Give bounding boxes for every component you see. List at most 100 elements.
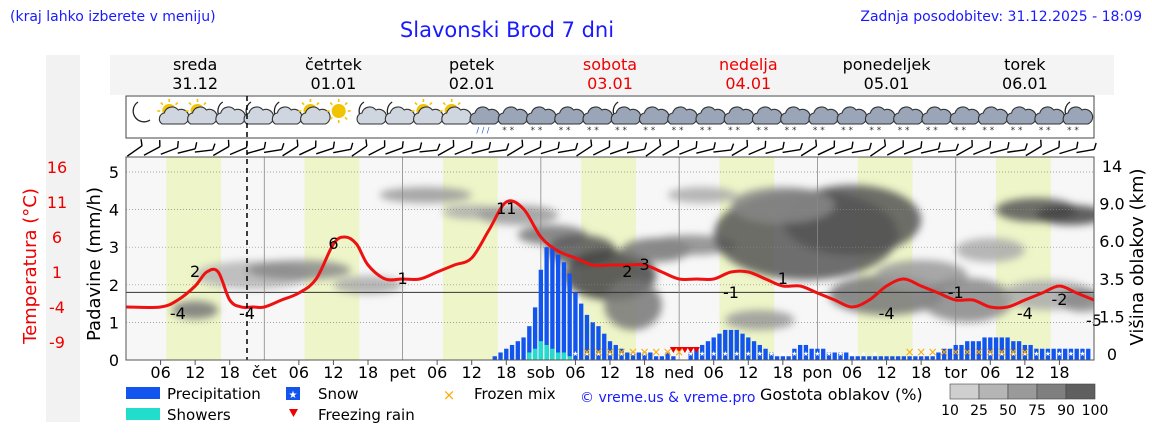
frozen-mix-marker: × bbox=[905, 345, 915, 359]
temperature-line bbox=[125, 199, 1095, 310]
frozen-mix-marker: × bbox=[616, 345, 626, 359]
snowflakes: * * bbox=[926, 126, 938, 136]
wind-barb bbox=[592, 140, 611, 156]
frozen-mix-marker: × bbox=[640, 345, 650, 359]
wind-barb bbox=[351, 139, 368, 157]
precip-bar bbox=[1016, 341, 1022, 360]
wind-barb bbox=[696, 142, 716, 154]
temperature-label: -4 bbox=[170, 304, 186, 323]
precip-bar bbox=[584, 314, 590, 360]
snowflakes: * * bbox=[869, 126, 881, 136]
precip-bar bbox=[1011, 341, 1016, 360]
wind-barb-flag bbox=[989, 140, 992, 148]
location-hint[interactable]: (kraj lahko izberete v meniju) bbox=[10, 9, 216, 25]
sun-ray bbox=[429, 101, 433, 106]
x-tick-label: 18 bbox=[496, 363, 516, 382]
moon-icon bbox=[132, 101, 151, 123]
precip-bar bbox=[636, 352, 641, 360]
day-name: četrtek bbox=[305, 55, 363, 74]
wind-barb-shaft bbox=[696, 148, 714, 154]
snow-marker: ★ bbox=[607, 350, 613, 358]
precip-bar bbox=[1039, 348, 1045, 360]
wind-barb-shaft bbox=[576, 145, 593, 157]
wind-barb-shaft bbox=[800, 145, 817, 157]
precip-bar bbox=[965, 341, 970, 360]
wind-barb bbox=[990, 141, 1010, 155]
snow-marker: ★ bbox=[1056, 350, 1062, 358]
x-tick-label: tor bbox=[944, 363, 967, 382]
wind-barb-flag bbox=[296, 139, 299, 147]
snow-marker: ★ bbox=[757, 350, 763, 358]
wind-barb-flag bbox=[505, 143, 510, 150]
frozen-mix-marker: × bbox=[674, 345, 684, 359]
snow-marker: ★ bbox=[872, 350, 878, 358]
precip-bar bbox=[959, 344, 964, 360]
cloud-scale-label: 100 bbox=[1082, 403, 1109, 419]
wind-barb bbox=[1042, 140, 1061, 156]
x-tick-label: 18 bbox=[358, 363, 378, 382]
day-name: sobota bbox=[583, 55, 637, 74]
wind-barb-flag bbox=[644, 142, 648, 150]
sun-ray bbox=[344, 116, 348, 121]
precip-bar bbox=[509, 344, 515, 360]
precip-bar bbox=[774, 356, 780, 360]
temperature-label: -4 bbox=[1017, 304, 1033, 323]
precip-bar bbox=[786, 356, 791, 360]
snow-marker: ★ bbox=[1033, 350, 1039, 358]
wind-barb-flag bbox=[713, 142, 716, 149]
wind-barb-shaft bbox=[437, 146, 454, 156]
precip-bar bbox=[838, 352, 843, 360]
precip-bar bbox=[780, 356, 786, 360]
x-tick-label: 06 bbox=[150, 363, 170, 382]
temperature-axis-title: Temperatura (°C) bbox=[20, 188, 41, 345]
wind-barb-flag bbox=[470, 140, 473, 148]
precip-bar bbox=[665, 352, 670, 360]
wind-barb-shaft bbox=[177, 148, 196, 154]
day-header-band bbox=[110, 55, 1114, 95]
cloud-scale-label: 10 bbox=[941, 403, 959, 419]
precip-bar bbox=[700, 344, 705, 360]
cloud-blob bbox=[379, 187, 472, 203]
freezing-rain-marker bbox=[669, 347, 677, 353]
freezing-rain-marker bbox=[675, 347, 683, 353]
precip-bar bbox=[550, 247, 555, 360]
precip-bar bbox=[602, 333, 607, 360]
precip-bar bbox=[988, 337, 993, 360]
precip-tick-label: 4 bbox=[109, 201, 119, 220]
snow-marker: ★ bbox=[688, 350, 694, 358]
wind-barb bbox=[626, 142, 648, 154]
precip-bar bbox=[884, 356, 889, 360]
wind-barb bbox=[368, 140, 386, 156]
wind-barb-flag bbox=[1039, 139, 1042, 147]
cloud-blob bbox=[477, 205, 559, 225]
wind-barb-shaft bbox=[1076, 148, 1095, 154]
cloud-blob bbox=[955, 238, 1025, 262]
temperature-label: -1 bbox=[723, 283, 739, 302]
legend-snow-swatch bbox=[286, 387, 300, 400]
day-name: petek bbox=[449, 55, 495, 74]
snow-marker: ★ bbox=[791, 350, 797, 358]
temp-tick-label: 1 bbox=[52, 263, 62, 282]
weather-icons: / / / * * * * * * * * * * * * * * * * * * * * * * * … bbox=[132, 99, 1094, 136]
shower-bar bbox=[561, 352, 567, 360]
wind-barb-shaft bbox=[557, 148, 576, 154]
temp-tick-label: -4 bbox=[49, 298, 65, 317]
credit-link[interactable]: © vreme.us & vreme.pro bbox=[580, 390, 755, 406]
frozen-mix-marker: × bbox=[916, 345, 926, 359]
precip-bar bbox=[872, 356, 878, 360]
wind-barb bbox=[609, 141, 629, 155]
temp-tick-label: 16 bbox=[47, 158, 67, 177]
legend-frozen-label: Frozen mix bbox=[474, 385, 556, 403]
wind-barb bbox=[263, 142, 285, 154]
precip-bar bbox=[1005, 337, 1010, 360]
snow-marker: ★ bbox=[1010, 350, 1016, 358]
precip-bar bbox=[878, 356, 883, 360]
snow-marker: ★ bbox=[618, 350, 624, 358]
precipitation-bars bbox=[492, 247, 1091, 360]
wind-barb bbox=[834, 141, 854, 155]
wind-barb-shaft bbox=[990, 147, 1008, 155]
snowflakes: * * bbox=[1011, 126, 1023, 136]
moon-snow-icon: * * bbox=[1062, 101, 1094, 136]
wind-barb bbox=[523, 140, 542, 156]
x-tick-label: pon bbox=[802, 363, 832, 382]
